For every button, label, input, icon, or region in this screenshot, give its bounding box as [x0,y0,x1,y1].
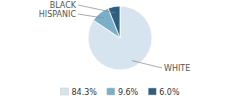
legend-item: 9.6% [107,88,139,97]
annotation-line [78,5,115,13]
legend-swatch [107,88,115,95]
legend-item: 84.3% [60,88,97,97]
legend-label: 84.3% [71,88,97,97]
legend-swatch [60,88,68,95]
annotation-line [78,14,104,18]
annotation: BLACK [50,1,77,10]
legend-item: 6.0% [148,88,180,97]
legend-swatch [148,88,156,95]
annotation-line [132,61,162,68]
annotation: WHITE [164,64,190,73]
annotations: WHITE HISPANICBLACK [39,1,190,73]
pie-slice [108,6,120,38]
chart-svg: WHITE HISPANICBLACK 84.3% 9.6% 6.0% [0,0,240,100]
chart-container: WHITE HISPANICBLACK 84.3% 9.6% 6.0% [0,0,240,100]
legend: 84.3% 9.6% 6.0% [60,88,179,97]
legend-label: 6.0% [159,88,180,97]
pie-slice [88,6,152,70]
pie: WHITE HISPANICBLACK [39,1,190,73]
annotation: HISPANIC [39,10,77,19]
legend-label: 9.6% [118,88,139,97]
